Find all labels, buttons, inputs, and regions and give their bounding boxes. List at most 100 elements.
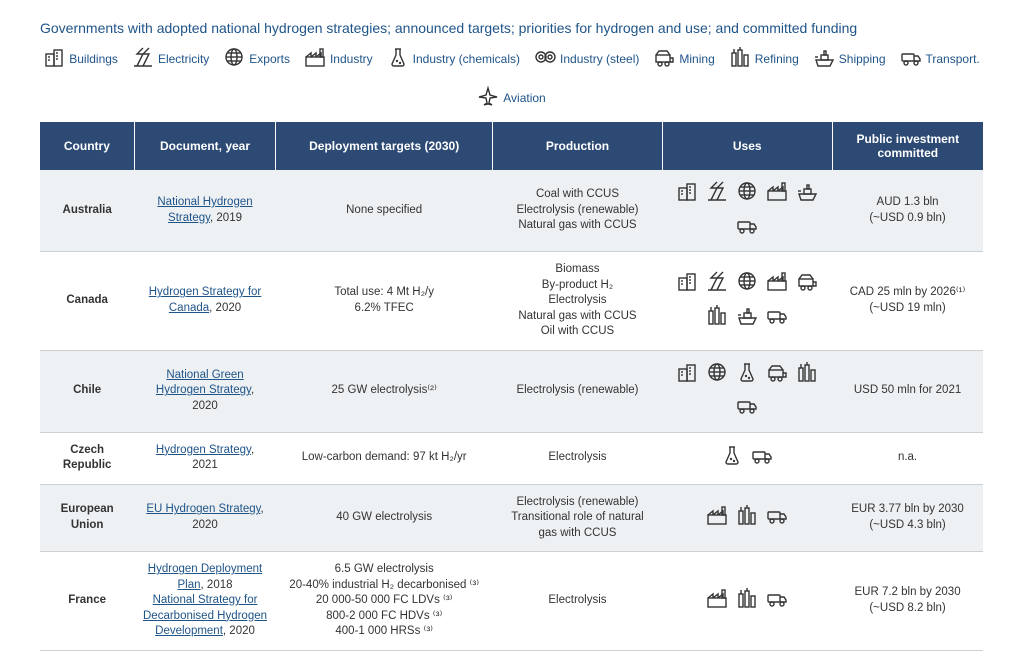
uses-cell <box>662 252 832 351</box>
chemicals-icon <box>736 361 758 389</box>
legend-item-buildings: Buildings <box>43 46 118 71</box>
country-cell: Czech Republic <box>40 432 134 484</box>
legend-label: Buildings <box>69 52 118 66</box>
steel-icon <box>534 46 556 71</box>
document-cell: Hydrogen Strategy for Canada, 2020 <box>134 252 275 351</box>
document-cell: National Hydrogen Strategy, 2019 <box>134 170 275 252</box>
column-header: Country <box>40 122 134 170</box>
document-cell: Hydrogen Deployment Plan, 2018National S… <box>134 552 275 651</box>
funding-cell: CAD 25 mln by 2026⁽¹⁾(~USD 19 mln) <box>832 252 983 351</box>
legend-label: Mining <box>679 52 714 66</box>
shipping-icon <box>813 46 835 71</box>
transport-icon <box>736 214 758 242</box>
refining-icon <box>736 587 758 615</box>
legend-label: Shipping <box>839 52 886 66</box>
chemicals-icon <box>387 46 409 71</box>
refining-icon <box>729 46 751 71</box>
uses-cell <box>662 350 832 432</box>
uses-cell <box>662 552 832 651</box>
legend-label: Industry (chemicals) <box>413 52 520 66</box>
targets-cell: 25 GW electrolysis⁽²⁾ <box>276 350 493 432</box>
industry-icon <box>766 270 788 298</box>
refining-icon <box>736 504 758 532</box>
legend-item-steel: Industry (steel) <box>534 46 639 71</box>
targets-cell: None specified <box>276 170 493 252</box>
document-link[interactable]: Hydrogen Deployment Plan <box>148 563 262 591</box>
page-title: Governments with adopted national hydrog… <box>40 20 983 36</box>
table-row: European UnionEU Hydrogen Strategy, 2020… <box>40 484 983 552</box>
buildings-icon <box>676 361 698 389</box>
production-cell: BiomassBy-product H₂ElectrolysisNatural … <box>493 252 663 351</box>
document-cell: EU Hydrogen Strategy, 2020 <box>134 484 275 552</box>
strategies-table: CountryDocument, yearDeployment targets … <box>40 122 983 651</box>
document-cell: National Green Hydrogen Strategy, 2020 <box>134 350 275 432</box>
legend-label: Exports <box>249 52 290 66</box>
legend-item-industry: Industry <box>304 46 373 71</box>
column-header: Uses <box>662 122 832 170</box>
exports-icon <box>706 361 728 389</box>
document-link[interactable]: National Hydrogen Strategy <box>157 196 252 224</box>
exports-icon <box>736 270 758 298</box>
funding-cell: AUD 1.3 bln(~USD 0.9 bln) <box>832 170 983 252</box>
table-row: CanadaHydrogen Strategy for Canada, 2020… <box>40 252 983 351</box>
legend-item-shipping: Shipping <box>813 46 886 71</box>
transport-icon <box>900 46 922 71</box>
aviation-icon <box>477 85 499 110</box>
production-cell: Electrolysis <box>493 552 663 651</box>
column-header: Deployment targets (2030) <box>276 122 493 170</box>
country-cell: Chile <box>40 350 134 432</box>
exports-icon <box>223 46 245 71</box>
legend-label: Refining <box>755 52 799 66</box>
legend-label: Electricity <box>158 52 209 66</box>
electricity-icon <box>706 180 728 208</box>
funding-cell: EUR 7.2 bln by 2030(~USD 8.2 bln) <box>832 552 983 651</box>
legend-item-chemicals: Industry (chemicals) <box>387 46 520 71</box>
uses-cell <box>662 432 832 484</box>
shipping-icon <box>736 304 758 332</box>
transport-icon <box>736 394 758 422</box>
targets-cell: 40 GW electrolysis <box>276 484 493 552</box>
document-link[interactable]: National Strategy for Decarbonised Hydro… <box>143 594 267 637</box>
legend-item-mining: Mining <box>653 46 714 71</box>
country-cell: Canada <box>40 252 134 351</box>
production-cell: Electrolysis (renewable)Transitional rol… <box>493 484 663 552</box>
column-header: Document, year <box>134 122 275 170</box>
legend-label: Aviation <box>503 91 545 105</box>
transport-icon <box>766 587 788 615</box>
legend-item-aviation: Aviation <box>477 85 545 110</box>
document-link[interactable]: Hydrogen Strategy for Canada <box>149 286 262 314</box>
country-cell: France <box>40 552 134 651</box>
legend-item-refining: Refining <box>729 46 799 71</box>
industry-icon <box>706 504 728 532</box>
targets-cell: 6.5 GW electrolysis20-40% industrial H₂ … <box>276 552 493 651</box>
table-row: FranceHydrogen Deployment Plan, 2018Nati… <box>40 552 983 651</box>
funding-cell: n.a. <box>832 432 983 484</box>
legend-item-transport: Transport. <box>900 46 980 71</box>
mining-icon <box>796 270 818 298</box>
uses-cell <box>662 484 832 552</box>
electricity-icon <box>132 46 154 71</box>
refining-icon <box>706 304 728 332</box>
electricity-icon <box>706 270 728 298</box>
document-cell: Hydrogen Strategy, 2021 <box>134 432 275 484</box>
production-cell: Coal with CCUSElectrolysis (renewable)Na… <box>493 170 663 252</box>
production-cell: Electrolysis (renewable) <box>493 350 663 432</box>
transport-icon <box>766 304 788 332</box>
industry-icon <box>706 587 728 615</box>
chemicals-icon <box>721 444 743 472</box>
buildings-icon <box>43 46 65 71</box>
document-link[interactable]: National Green Hydrogen Strategy <box>156 369 251 397</box>
industry-icon <box>304 46 326 71</box>
refining-icon <box>796 361 818 389</box>
table-row: AustraliaNational Hydrogen Strategy, 201… <box>40 170 983 252</box>
funding-cell: EUR 3.77 bln by 2030(~USD 4.3 bln) <box>832 484 983 552</box>
document-link[interactable]: EU Hydrogen Strategy <box>146 503 260 515</box>
table-row: ChileNational Green Hydrogen Strategy, 2… <box>40 350 983 432</box>
mining-icon <box>653 46 675 71</box>
legend-label: Transport. <box>926 52 980 66</box>
country-cell: European Union <box>40 484 134 552</box>
legend-item-electricity: Electricity <box>132 46 209 71</box>
document-link[interactable]: Hydrogen Strategy <box>156 444 251 456</box>
targets-cell: Total use: 4 Mt H₂/y6.2% TFEC <box>276 252 493 351</box>
table-row: Czech RepublicHydrogen Strategy, 2021Low… <box>40 432 983 484</box>
